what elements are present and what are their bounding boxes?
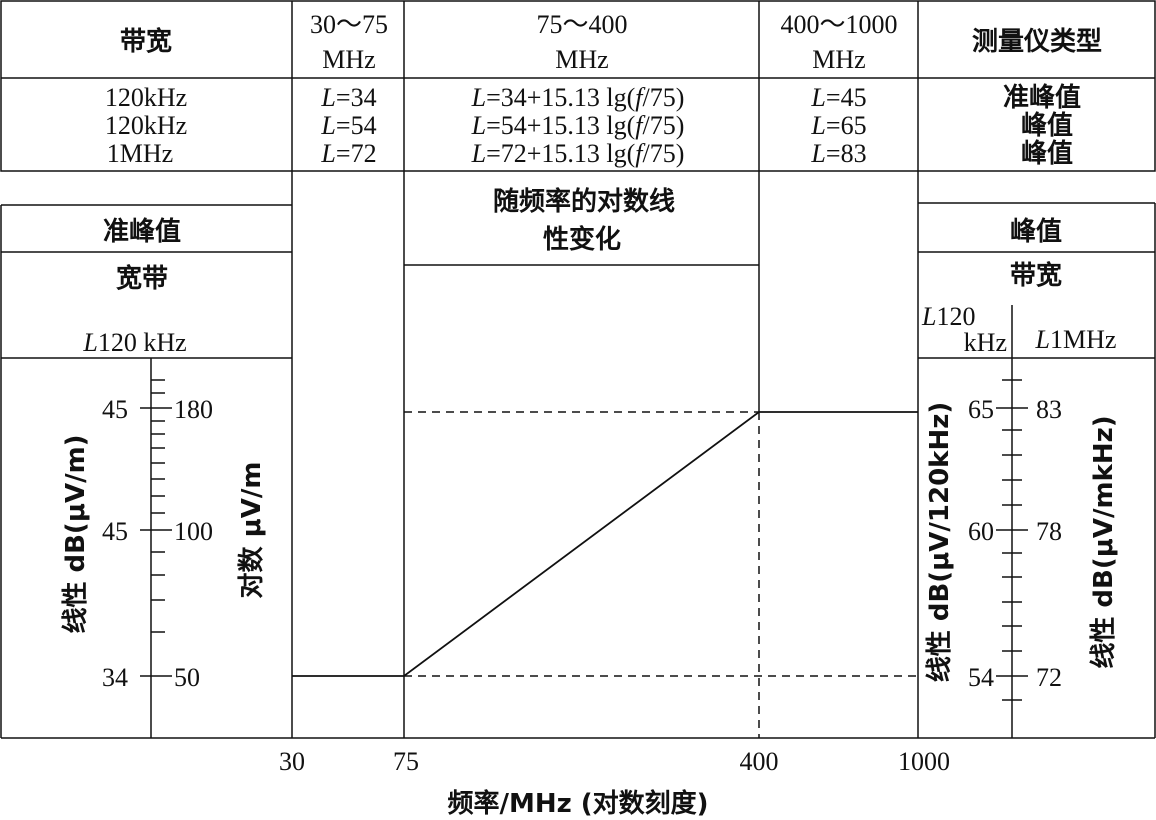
row1-type: 准峰值 bbox=[1003, 83, 1081, 113]
right-panel-title: 峰值 bbox=[1010, 217, 1062, 247]
header-30-75-unit: MHz bbox=[322, 45, 375, 74]
right-col2-unit: L1MHz bbox=[1035, 325, 1117, 354]
x-tick-label-75: 75 bbox=[393, 747, 419, 776]
right-axis2-label: 线性 dB(μV/mkHz) bbox=[1089, 415, 1119, 668]
table-grid bbox=[0, 0, 1156, 739]
row2-l-75-400: L=54+15.13 lg(f/75) bbox=[471, 111, 685, 140]
left-tick-db-3: 34 bbox=[102, 663, 128, 692]
row2-l-30-75: L=54 bbox=[320, 111, 376, 140]
header-75-400-unit: MHz bbox=[555, 45, 608, 74]
row3-bandwidth: 1MHz bbox=[107, 139, 173, 168]
left-tick-uv-1: 180 bbox=[174, 395, 213, 424]
left-tick-uv-3: 50 bbox=[174, 663, 200, 692]
x-tick-label-1000: 1000 bbox=[898, 747, 950, 776]
right-axis1-label: 线性 dB(μV/120kHz) bbox=[925, 402, 955, 682]
row1-l-75-400: L=34+15.13 lg(f/75) bbox=[471, 83, 685, 112]
right-tick-2-a: 83 bbox=[1036, 395, 1062, 424]
right-panel-subtitle: 带宽 bbox=[1010, 260, 1062, 291]
right-tick-1-c: 54 bbox=[968, 663, 994, 692]
limit-line bbox=[292, 411, 918, 677]
x-tick-label-30: 30 bbox=[279, 747, 305, 776]
dashed-guides bbox=[404, 411, 918, 738]
right-tick-1-b: 60 bbox=[968, 517, 994, 546]
header-400-1000: 400～1000 bbox=[780, 10, 897, 39]
right-tick-1-a: 65 bbox=[968, 395, 994, 424]
x-axis-ticks: 30 75 400 1000 bbox=[279, 747, 950, 776]
row3-l-30-75: L=72 bbox=[320, 139, 376, 168]
left-panel-title: 准峰值 bbox=[103, 217, 181, 247]
right-axis bbox=[996, 358, 1028, 738]
right-tick-2-c: 72 bbox=[1036, 663, 1062, 692]
left-axis2-label: 对数 μV/m bbox=[237, 462, 267, 599]
left-tick-db-2: 45 bbox=[102, 517, 128, 546]
right-col1-unit-line2: kHz bbox=[964, 328, 1007, 357]
row2-type: 峰值 bbox=[1021, 111, 1073, 141]
right-col1-unit: L120 bbox=[921, 302, 975, 331]
middle-label-line1: 随频率的对数线 bbox=[493, 186, 675, 217]
left-tick-db-1: 45 bbox=[102, 395, 128, 424]
left-axis-label: 线性 dB(μV/m) bbox=[61, 434, 91, 633]
left-axis bbox=[140, 358, 172, 738]
x-tick-label-400: 400 bbox=[740, 747, 779, 776]
x-axis-label: 频率/MHz (对数刻度) bbox=[447, 788, 708, 819]
header-meter-type: 测量仪类型 bbox=[972, 27, 1102, 57]
header-bandwidth: 带宽 bbox=[120, 26, 172, 57]
left-panel-unit: L120 kHz bbox=[82, 328, 186, 357]
row1-l-30-75: L=34 bbox=[320, 83, 376, 112]
right-tick-2-b: 78 bbox=[1036, 517, 1062, 546]
row1-bandwidth: 120kHz bbox=[105, 83, 187, 112]
table-row: 120kHz L=54 L=54+15.13 lg(f/75) L=65 峰值 bbox=[105, 111, 1073, 141]
middle-label-line2: 性变化 bbox=[543, 224, 621, 255]
header-75-400: 75～400 bbox=[536, 10, 627, 39]
table-row: 120kHz L=34 L=34+15.13 lg(f/75) L=45 准峰值 bbox=[105, 83, 1081, 113]
row3-l-75-400: L=72+15.13 lg(f/75) bbox=[471, 139, 685, 168]
left-panel-subtitle: 宽带 bbox=[116, 263, 168, 294]
header-30-75: 30～75 bbox=[310, 10, 388, 39]
row2-l-400-1000: L=65 bbox=[810, 111, 866, 140]
table-row: 1MHz L=72 L=72+15.13 lg(f/75) L=83 峰值 bbox=[107, 139, 1073, 169]
row3-l-400-1000: L=83 bbox=[810, 139, 866, 168]
header-400-1000-unit: MHz bbox=[812, 45, 865, 74]
row2-bandwidth: 120kHz bbox=[105, 111, 187, 140]
row1-l-400-1000: L=45 bbox=[810, 83, 866, 112]
row3-type: 峰值 bbox=[1021, 139, 1073, 169]
left-tick-uv-2: 100 bbox=[174, 517, 213, 546]
